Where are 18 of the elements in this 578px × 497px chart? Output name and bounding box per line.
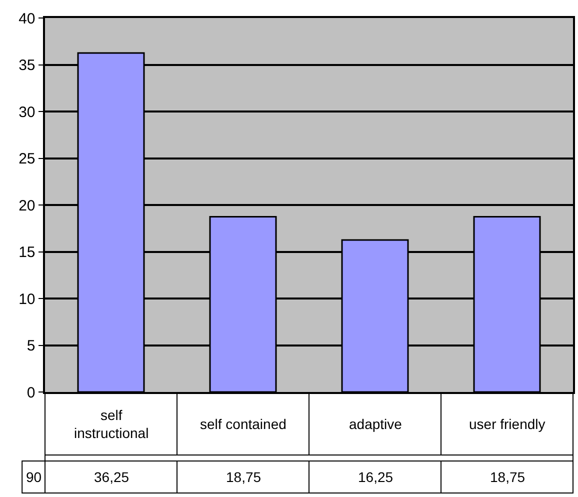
y-tick-label: 5 [26, 338, 36, 354]
x-tick-label: user friendly [469, 416, 546, 432]
y-tick-label: 20 [18, 197, 36, 214]
text: 90 [26, 469, 42, 485]
y-tick-label: 10 [18, 290, 36, 308]
y-tick-label: 35 [18, 57, 36, 74]
data-label: 18,75 [490, 469, 526, 485]
data-label: 18,75 [226, 469, 262, 485]
data-label: 16,25 [358, 469, 394, 485]
y-tick-label: 15 [18, 244, 36, 261]
y-tick-label: 0 [26, 384, 36, 402]
x-tick-label: self instructional [74, 407, 149, 442]
y-tick-label: 40 [18, 10, 36, 28]
x-tick-label: adaptive [349, 416, 402, 432]
y-tick-label: 25 [18, 150, 36, 168]
data-label: 36,25 [94, 469, 130, 485]
y-tick-label: 30 [18, 104, 36, 121]
x-tick-label: self contained [200, 416, 286, 432]
